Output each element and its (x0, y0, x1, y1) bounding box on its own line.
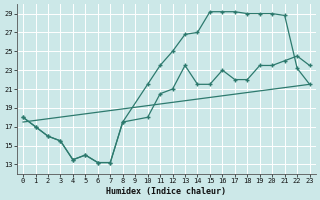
X-axis label: Humidex (Indice chaleur): Humidex (Indice chaleur) (106, 187, 226, 196)
